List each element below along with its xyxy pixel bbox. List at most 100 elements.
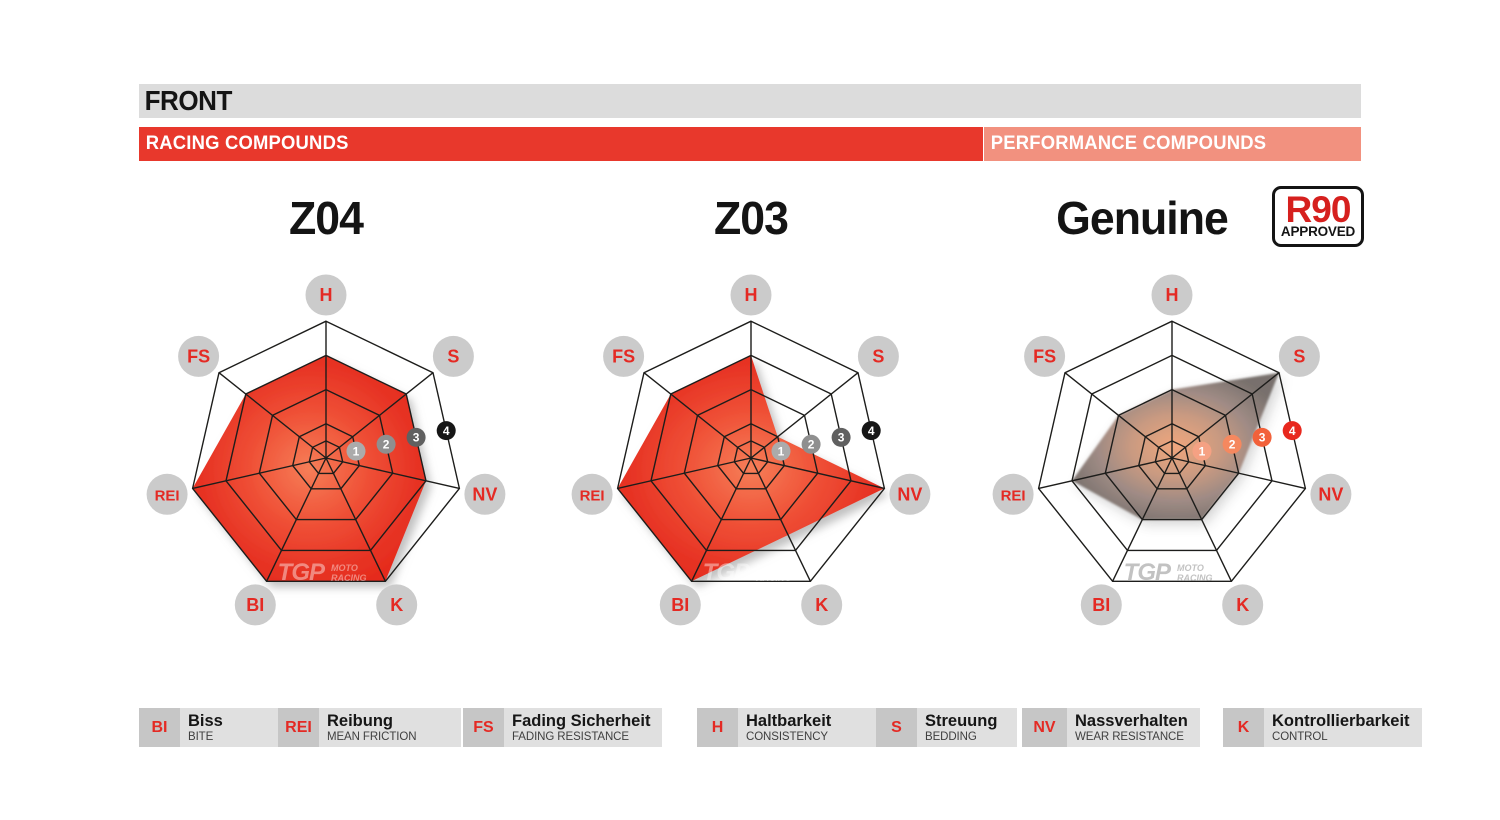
compound-title-z03: Z03 — [714, 192, 789, 244]
scale-badge-3 — [406, 427, 426, 447]
page-title: FRONT — [144, 85, 233, 116]
legend-text-nv: Nassverhalten WEAR RESISTANCE — [1067, 708, 1200, 747]
axis-circle-fs — [603, 335, 645, 377]
axis-circle-h — [1151, 274, 1193, 316]
legend-german: Biss — [188, 712, 223, 730]
legend-english: BITE — [188, 731, 214, 743]
axis-label-nv: NV — [897, 485, 922, 505]
scale-badge-label: 1 — [353, 444, 360, 458]
legend-english: BEDDING — [925, 731, 977, 743]
legend-text-fs: Fading Sicherheit FADING RESISTANCE — [504, 708, 663, 747]
scale-badge-label: 3 — [413, 431, 420, 445]
watermark-line2: RACING — [1177, 573, 1213, 583]
axis-label-fs: FS — [612, 347, 635, 367]
scale-badge-2 — [801, 434, 821, 454]
axis-label-h: H — [320, 285, 333, 305]
radar-grid — [191, 320, 461, 582]
legend-item-h: H Haltbarkeit CONSISTENCY — [697, 708, 878, 747]
watermark-line2: RACING — [331, 573, 367, 583]
performance-compounds-bar: PERFORMANCE COMPOUNDS — [984, 127, 1361, 161]
legend-abbr-fs: FS — [463, 708, 504, 747]
legend-german: Fading Sicherheit — [512, 712, 651, 730]
axis-circle-nv — [1310, 473, 1352, 515]
axis-label-rei: REI — [1001, 488, 1026, 505]
legend-abbr-bi: BI — [139, 708, 180, 747]
axis-circle-k — [801, 584, 843, 626]
legend-text-k: Kontrollierbarkeit CONTROL — [1264, 708, 1422, 747]
axis-label-rei: REI — [580, 488, 605, 505]
radar-chart-z03: 1 2 3 4 H S NV K BI REI FS TGP MOTO RACING — [531, 238, 971, 678]
front-header-bar: FRONT — [139, 84, 1361, 118]
axis-label-rei: REI — [155, 488, 180, 505]
axis-label-s: S — [447, 347, 459, 367]
axis-label-bi: BI — [1092, 595, 1110, 615]
radar-chart-genuine: 1 2 3 4 H S NV K BI REI FS TGP MOTO RACING — [952, 238, 1392, 678]
legend-english: CONTROL — [1272, 731, 1328, 743]
axis-label-bi: BI — [671, 595, 689, 615]
legend-english: CONSISTENCY — [746, 731, 828, 743]
legend-text-rei: Reibung MEAN FRICTION — [319, 708, 461, 747]
watermark-line1: MOTO — [331, 563, 358, 573]
axis-circle-k — [1222, 584, 1264, 626]
radar-polygon-genuine — [1072, 372, 1279, 520]
racing-compounds-label: RACING COMPOUNDS — [145, 133, 349, 154]
scale-badge-3 — [831, 427, 851, 447]
axis-label-fs: FS — [1033, 347, 1056, 367]
radar-chart-z04: 1 2 3 4 H S NV K BI REI FS TGP MOTO RACING — [106, 238, 546, 678]
scale-badge-label: 4 — [868, 424, 875, 438]
legend-english: FADING RESISTANCE — [512, 731, 629, 743]
watermark-line1: MOTO — [756, 563, 783, 573]
watermark-logo: TGP — [278, 559, 326, 586]
scale-badge-label: 2 — [383, 438, 390, 452]
scale-badge-label: 4 — [1289, 424, 1296, 438]
scale-badge-label: 1 — [1199, 444, 1206, 458]
axis-circle-rei — [571, 473, 613, 515]
axis-label-nv: NV — [1318, 485, 1343, 505]
scale-badge-4 — [436, 421, 456, 441]
legend-english: WEAR RESISTANCE — [1075, 731, 1184, 743]
radar-polygon-z04 — [192, 355, 426, 582]
legend-abbr-rei: REI — [278, 708, 319, 747]
scale-badge-label: 3 — [838, 431, 845, 445]
axis-label-h: H — [1166, 285, 1179, 305]
axis-circle-fs — [178, 335, 220, 377]
axis-circle-h — [730, 274, 772, 316]
watermark-logo: TGP — [1124, 559, 1172, 586]
scale-badges: 1 2 3 4 — [346, 421, 456, 461]
racing-compounds-bar: RACING COMPOUNDS — [139, 127, 983, 161]
legend-abbr-nv: NV — [1022, 708, 1067, 747]
legend-abbr-h: H — [697, 708, 738, 747]
scale-badge-2 — [376, 434, 396, 454]
scale-badge-1 — [771, 441, 791, 461]
radar-grid — [1037, 320, 1307, 582]
axis-circle-nv — [889, 473, 931, 515]
scale-badge-label: 2 — [808, 438, 815, 452]
scale-badge-label: 4 — [443, 424, 450, 438]
axis-circle-nv — [464, 473, 506, 515]
scale-badge-label: 1 — [778, 444, 785, 458]
scale-badge-4 — [861, 421, 881, 441]
legend-text-s: Streuung BEDDING — [917, 708, 1017, 747]
legend-text-h: Haltbarkeit CONSISTENCY — [738, 708, 878, 747]
axis-circle-s — [1278, 335, 1320, 377]
axis-label-k: K — [390, 595, 403, 615]
axis-circle-fs — [1024, 335, 1066, 377]
axis-circle-bi — [1080, 584, 1122, 626]
performance-compounds-label: PERFORMANCE COMPOUNDS — [990, 133, 1267, 154]
compound-title-genuine: Genuine — [1056, 192, 1229, 244]
legend-abbr-k: K — [1223, 708, 1264, 747]
scale-badge-1 — [1192, 441, 1212, 461]
legend-german: Reibung — [327, 712, 393, 730]
axis-labels: H S NV K BI REI FS — [992, 274, 1352, 626]
axis-circle-h — [305, 274, 347, 316]
axis-label-k: K — [1236, 595, 1249, 615]
compound-title-z04: Z04 — [289, 192, 364, 244]
scale-badges: 1 2 3 4 — [1192, 421, 1302, 461]
legend-item-rei: REI Reibung MEAN FRICTION — [278, 708, 461, 747]
